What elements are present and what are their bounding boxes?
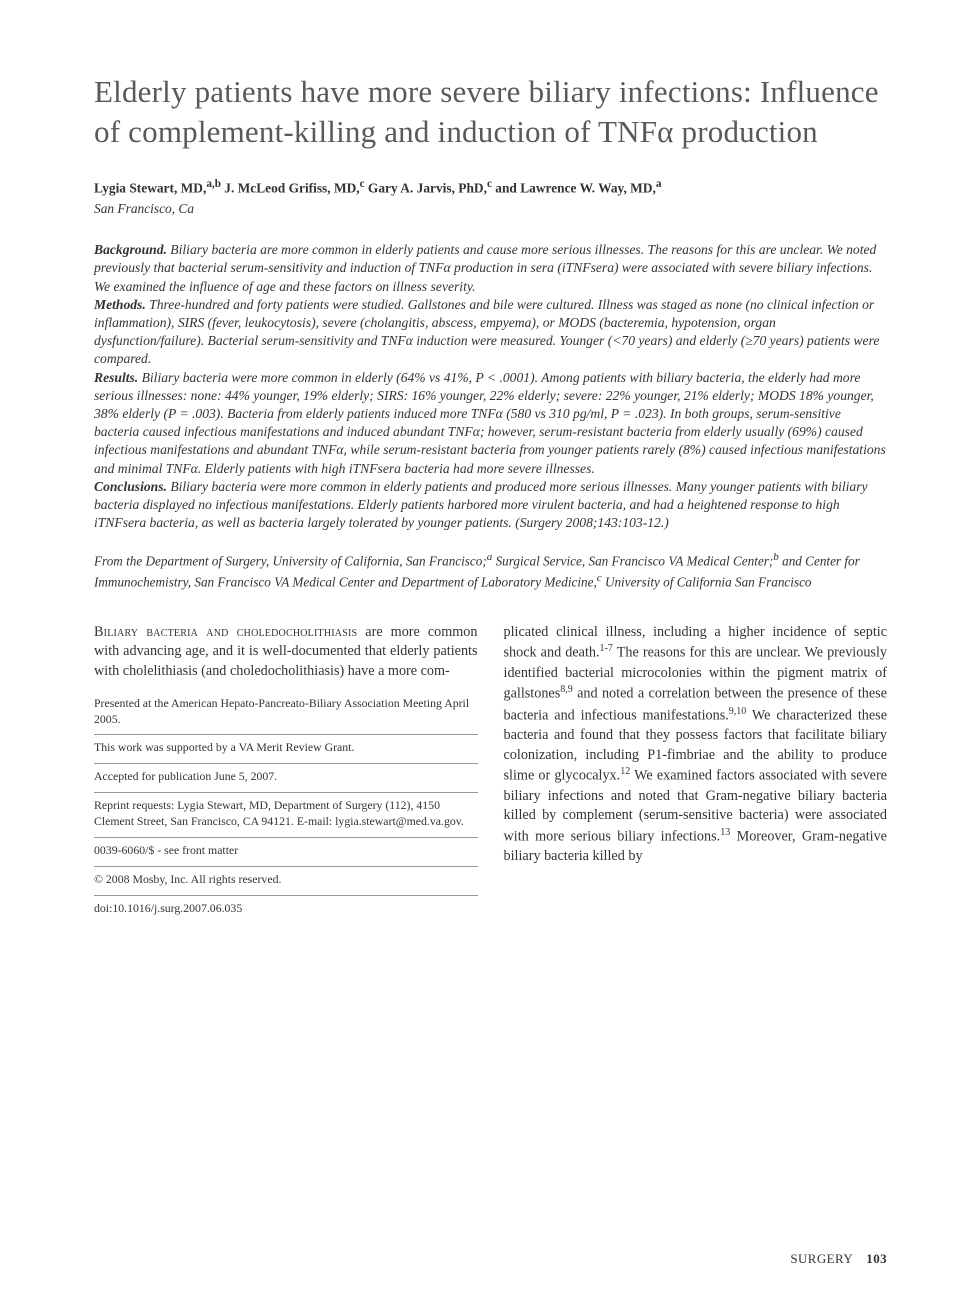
abstract-conclusions-text: Biliary bacteria were more common in eld…	[94, 479, 868, 530]
abstract-results-label: Results.	[94, 370, 138, 385]
footnote-issn: 0039-6060/$ - see front matter	[94, 837, 478, 859]
abstract-background-text: Biliary bacteria are more common in elde…	[94, 242, 876, 293]
body-columns: Biliary bacteria and choledocholithiasis…	[94, 623, 887, 924]
abstract-results: Results. Biliary bacteria were more comm…	[94, 369, 887, 478]
footnote-presented: Presented at the American Hepato-Pancrea…	[94, 696, 478, 728]
footnote-doi: doi:10.1016/j.surg.2007.06.035	[94, 895, 478, 917]
body-para-2: plicated clinical illness, including a h…	[504, 623, 888, 867]
abstract-conclusions: Conclusions. Biliary bacteria were more …	[94, 478, 887, 533]
column-right: plicated clinical illness, including a h…	[504, 623, 888, 924]
abstract-background: Background. Biliary bacteria are more co…	[94, 241, 887, 296]
abstract-methods: Methods. Three-hundred and forty patient…	[94, 296, 887, 369]
affiliations: From the Department of Surgery, Universi…	[94, 550, 887, 590]
body-leadin: Biliary bacteria and choledocholithiasis	[94, 624, 357, 640]
page-footer: SURGERY 103	[790, 1250, 887, 1267]
footer-page-number: 103	[866, 1251, 887, 1266]
footnote-copyright: © 2008 Mosby, Inc. All rights reserved.	[94, 866, 478, 888]
footnote-accepted: Accepted for publication June 5, 2007.	[94, 763, 478, 785]
footnote-reprint: Reprint requests: Lygia Stewart, MD, Dep…	[94, 792, 478, 830]
abstract: Background. Biliary bacteria are more co…	[94, 241, 887, 532]
abstract-conclusions-label: Conclusions.	[94, 479, 167, 494]
abstract-methods-text: Three-hundred and forty patients were st…	[94, 297, 879, 367]
column-left: Biliary bacteria and choledocholithiasis…	[94, 623, 478, 924]
abstract-results-text: Biliary bacteria were more common in eld…	[94, 370, 886, 476]
footnote-support: This work was supported by a VA Merit Re…	[94, 734, 478, 756]
abstract-background-label: Background.	[94, 242, 167, 257]
author-list: Lygia Stewart, MD,a,b J. McLeod Grifiss,…	[94, 177, 887, 197]
footnotes: Presented at the American Hepato-Pancrea…	[94, 696, 478, 917]
article-title: Elderly patients have more severe biliar…	[94, 72, 887, 151]
body-para-1: Biliary bacteria and choledocholithiasis…	[94, 623, 478, 682]
footer-journal: SURGERY	[790, 1251, 852, 1266]
abstract-methods-label: Methods.	[94, 297, 146, 312]
author-location: San Francisco, Ca	[94, 200, 887, 218]
